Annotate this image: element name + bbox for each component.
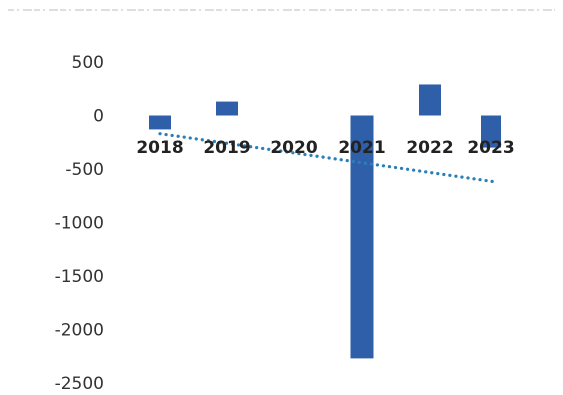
x-tick-label-2023: 2023 [467, 138, 514, 158]
bar-2018 [149, 115, 171, 130]
y-tick-label-1: 0 [93, 107, 104, 127]
y-tick-label-2: -500 [65, 160, 104, 180]
y-tick-label-4: -1500 [55, 267, 104, 287]
x-axis: 2018 2019 2020 2021 2022 2023 [136, 138, 514, 158]
x-tick-label-2021: 2021 [338, 138, 385, 158]
y-tick-label-0: 500 [72, 53, 104, 73]
x-tick-label-2019: 2019 [203, 138, 250, 158]
trendline-group [158, 132, 497, 184]
x-tick-label-2022: 2022 [406, 138, 453, 158]
bar-2019 [216, 101, 238, 116]
bar-2023 [481, 115, 501, 148]
y-tick-label-6: -2500 [55, 374, 104, 394]
y-tick-label-3: -1000 [55, 214, 104, 234]
trendline [158, 132, 497, 184]
bar-2021 [350, 115, 374, 359]
x-tick-label-2018: 2018 [136, 138, 183, 158]
bar-2022 [419, 84, 441, 116]
bars [149, 84, 501, 359]
y-tick-label-5: -2000 [55, 321, 104, 341]
x-tick-label-2020: 2020 [270, 138, 317, 158]
y-axis: 500 0 -500 -1000 -1500 -2000 -2500 [55, 53, 104, 394]
